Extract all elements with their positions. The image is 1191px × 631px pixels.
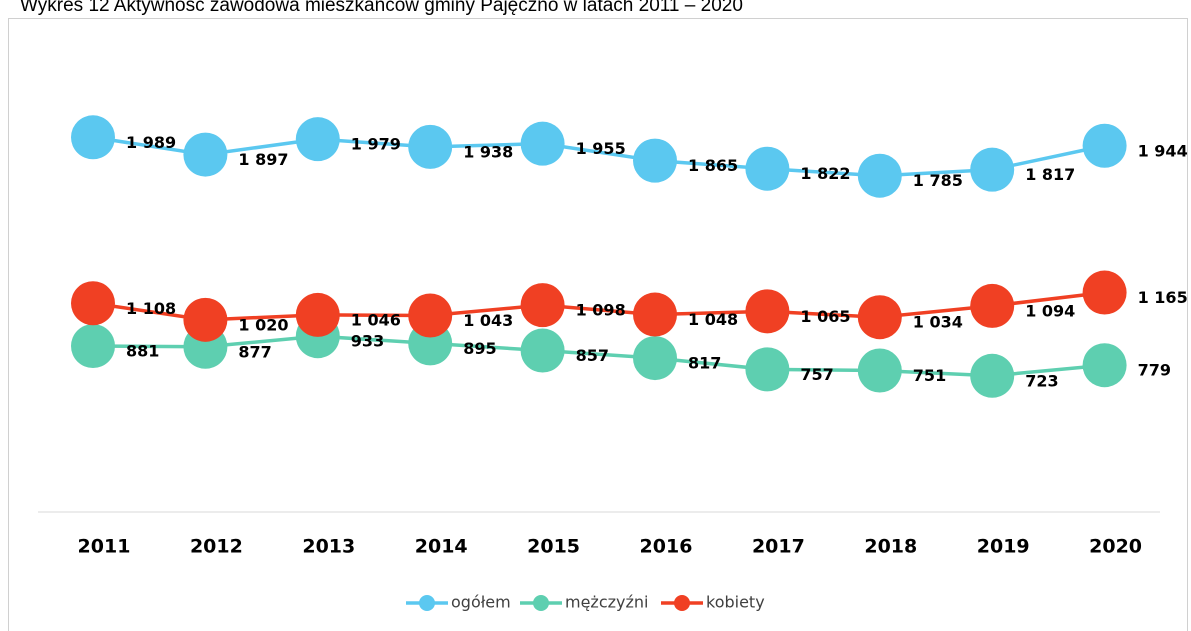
- value-label: 1 979: [351, 135, 401, 154]
- point: [520, 121, 565, 166]
- legend-label: kobiety: [706, 593, 765, 612]
- point: [520, 283, 565, 328]
- value-label: 1 034: [913, 313, 963, 332]
- x-tick-label: 2020: [1089, 536, 1142, 558]
- x-tick-label: 2018: [864, 536, 917, 558]
- value-label: 1 865: [688, 156, 738, 175]
- legend-item: ogółem: [406, 593, 511, 612]
- point: [183, 297, 228, 342]
- legend-item: kobiety: [661, 593, 765, 612]
- value-label: 723: [1025, 371, 1058, 390]
- x-tick-label: 2013: [302, 536, 355, 558]
- legend-label: mężczyźni: [565, 593, 648, 612]
- legend-marker: [419, 595, 435, 611]
- value-label: 1 043: [463, 311, 513, 330]
- value-label: 1 897: [238, 150, 288, 169]
- value-label: 1 938: [463, 142, 513, 161]
- value-label: 1 989: [126, 133, 176, 152]
- series-line: [92, 135, 1105, 178]
- point: [295, 292, 340, 337]
- point: [633, 138, 677, 183]
- point: [633, 336, 677, 381]
- value-label: 1 817: [1025, 165, 1075, 184]
- x-tick-label: 2011: [78, 536, 131, 558]
- value-label: 817: [688, 354, 721, 373]
- value-label: 1 098: [576, 301, 626, 320]
- point: [857, 295, 902, 340]
- value-label: 1 048: [688, 310, 738, 329]
- value-label: 1 065: [800, 307, 850, 326]
- point: [408, 124, 453, 169]
- x-tick-label: 2012: [190, 536, 243, 558]
- value-label: 1 785: [913, 171, 963, 190]
- point: [1082, 343, 1127, 388]
- point: [71, 115, 115, 160]
- value-label: 857: [576, 346, 609, 365]
- legend-item: mężczyźni: [520, 593, 648, 612]
- point: [71, 324, 115, 369]
- point: [970, 147, 1015, 192]
- value-label: 1 822: [800, 164, 850, 183]
- x-tick-label: 2015: [527, 536, 580, 558]
- point: [1082, 270, 1127, 315]
- legend-label: ogółem: [451, 593, 511, 612]
- point: [183, 132, 228, 177]
- value-label: 757: [800, 365, 833, 384]
- point: [295, 117, 340, 162]
- x-tick-label: 2017: [752, 536, 805, 558]
- legend-marker: [674, 595, 690, 611]
- point: [520, 328, 565, 373]
- point: [408, 293, 453, 338]
- value-label: 1 046: [351, 310, 401, 329]
- point: [745, 289, 790, 334]
- x-tick-label: 2014: [415, 536, 468, 558]
- series-line: [92, 334, 1105, 378]
- value-label: 1 108: [126, 299, 176, 318]
- series-line: [92, 290, 1105, 322]
- point: [71, 281, 115, 326]
- value-label: 1 094: [1025, 301, 1075, 320]
- value-label: 1 944: [1138, 141, 1188, 160]
- value-label: 1 165: [1138, 288, 1188, 307]
- point: [857, 348, 902, 393]
- chart-title: Wykres 12 Aktywność zawodowa mieszkańców…: [20, 0, 743, 16]
- value-label: 933: [351, 332, 384, 351]
- x-tick-label: 2019: [977, 536, 1030, 558]
- point: [745, 347, 790, 392]
- value-label: 881: [126, 342, 159, 361]
- x-tick-label: 2016: [640, 536, 693, 558]
- value-label: 1 020: [238, 315, 288, 334]
- value-label: 877: [238, 342, 271, 361]
- value-label: 751: [913, 366, 946, 385]
- point: [970, 283, 1015, 328]
- point: [1082, 123, 1127, 168]
- value-label: 1 955: [576, 139, 626, 158]
- point: [745, 146, 790, 191]
- legend-marker: [533, 595, 549, 611]
- value-label: 895: [463, 339, 496, 358]
- point: [970, 353, 1015, 398]
- point: [857, 153, 902, 198]
- value-label: 779: [1138, 361, 1171, 380]
- point: [633, 292, 677, 337]
